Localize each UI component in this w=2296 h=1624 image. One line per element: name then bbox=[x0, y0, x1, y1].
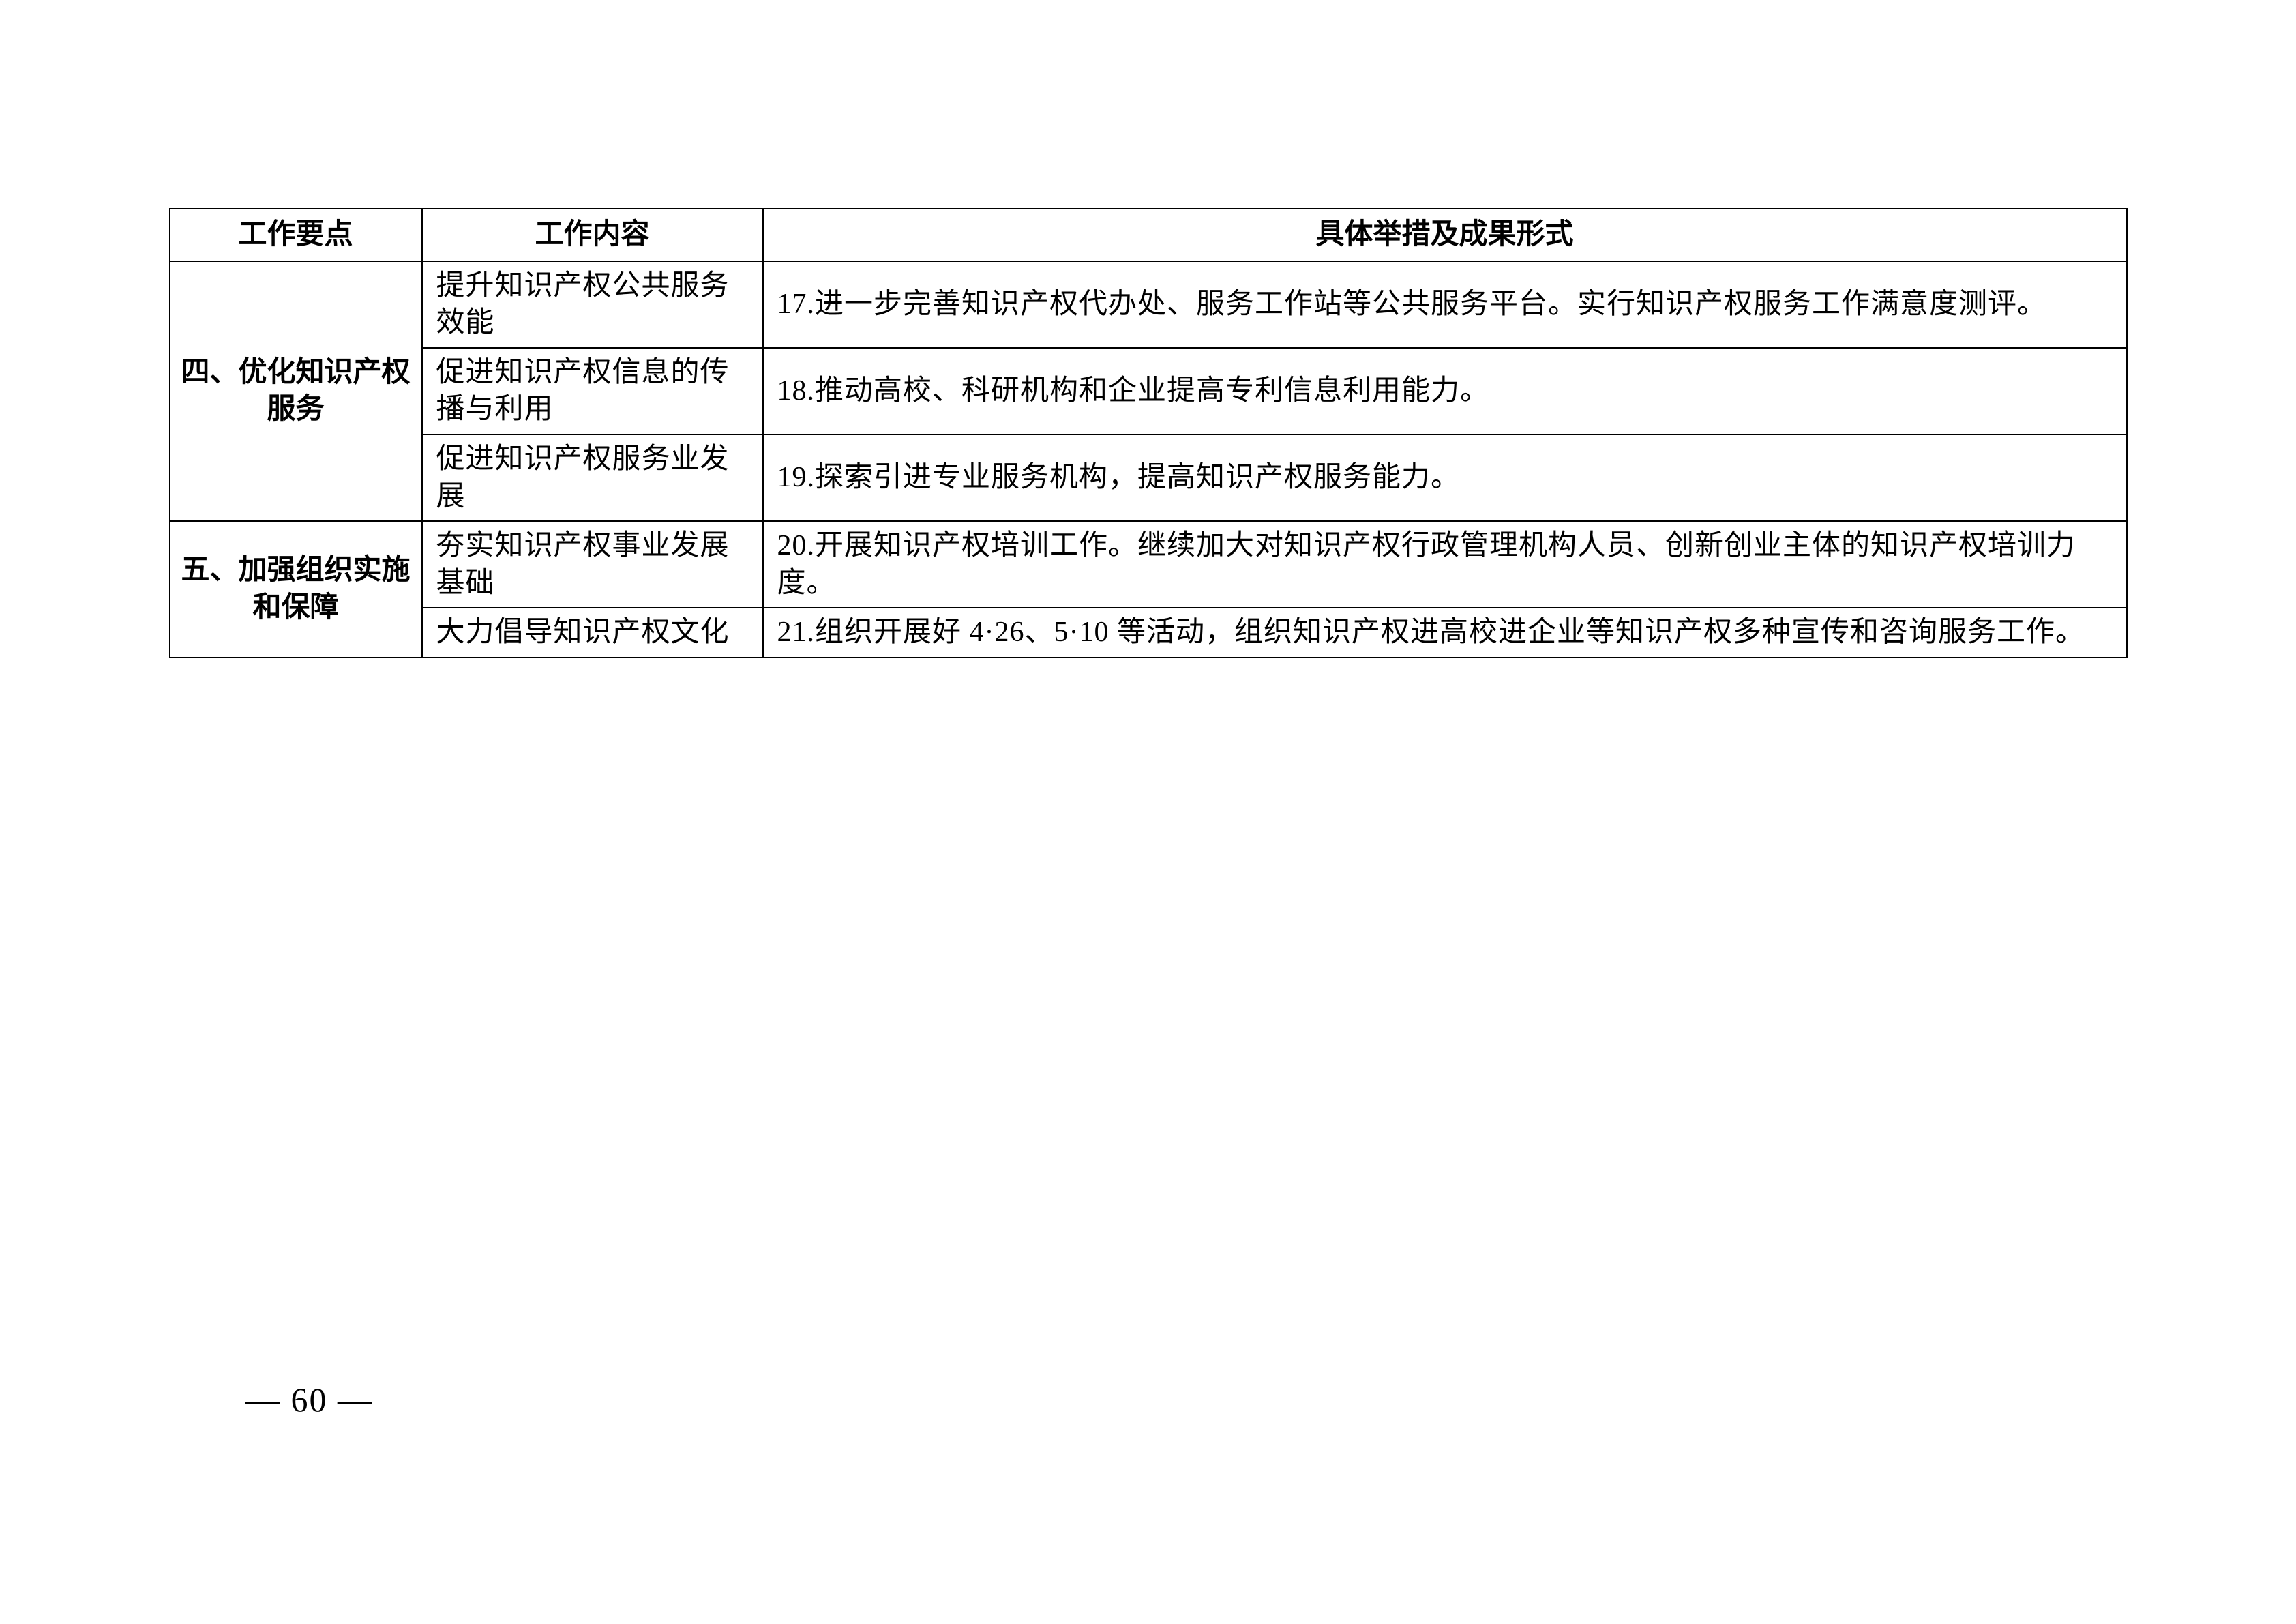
content-cell: 促进知识产权服务业发展 bbox=[422, 434, 763, 521]
work-plan-table: 工作要点 工作内容 具体举措及成果形式 四、优化知识产权服务 提升知识产权公共服… bbox=[169, 208, 2128, 658]
measure-cell: 20.开展知识产权培训工作。继续加大对知识产权行政管理机构人员、创新创业主体的知… bbox=[763, 521, 2127, 608]
document-page: 工作要点 工作内容 具体举措及成果形式 四、优化知识产权服务 提升知识产权公共服… bbox=[0, 0, 2296, 1624]
keypoint-cell-5: 五、加强组织实施和保障 bbox=[170, 521, 422, 658]
table-row: 大力倡导知识产权文化 21.组织开展好 4·26、5·10 等活动，组织知识产权… bbox=[170, 608, 2127, 658]
col-header-content: 工作内容 bbox=[422, 209, 763, 261]
content-cell: 促进知识产权信息的传播与利用 bbox=[422, 348, 763, 434]
table-header-row: 工作要点 工作内容 具体举措及成果形式 bbox=[170, 209, 2127, 261]
col-header-keypoint: 工作要点 bbox=[170, 209, 422, 261]
measure-cell: 18.推动高校、科研机构和企业提高专利信息利用能力。 bbox=[763, 348, 2127, 434]
measure-cell: 21.组织开展好 4·26、5·10 等活动，组织知识产权进高校进企业等知识产权… bbox=[763, 608, 2127, 658]
keypoint-cell-4: 四、优化知识产权服务 bbox=[170, 261, 422, 522]
table-row: 促进知识产权服务业发展 19.探索引进专业服务机构，提高知识产权服务能力。 bbox=[170, 434, 2127, 521]
page-number: — 60 — bbox=[245, 1380, 373, 1419]
measure-cell: 19.探索引进专业服务机构，提高知识产权服务能力。 bbox=[763, 434, 2127, 521]
content-cell: 提升知识产权公共服务效能 bbox=[422, 261, 763, 348]
table-row: 五、加强组织实施和保障 夯实知识产权事业发展基础 20.开展知识产权培训工作。继… bbox=[170, 521, 2127, 608]
content-cell: 夯实知识产权事业发展基础 bbox=[422, 521, 763, 608]
col-header-measure: 具体举措及成果形式 bbox=[763, 209, 2127, 261]
content-cell: 大力倡导知识产权文化 bbox=[422, 608, 763, 658]
table-row: 促进知识产权信息的传播与利用 18.推动高校、科研机构和企业提高专利信息利用能力… bbox=[170, 348, 2127, 434]
measure-cell: 17.进一步完善知识产权代办处、服务工作站等公共服务平台。实行知识产权服务工作满… bbox=[763, 261, 2127, 348]
table-row: 四、优化知识产权服务 提升知识产权公共服务效能 17.进一步完善知识产权代办处、… bbox=[170, 261, 2127, 348]
